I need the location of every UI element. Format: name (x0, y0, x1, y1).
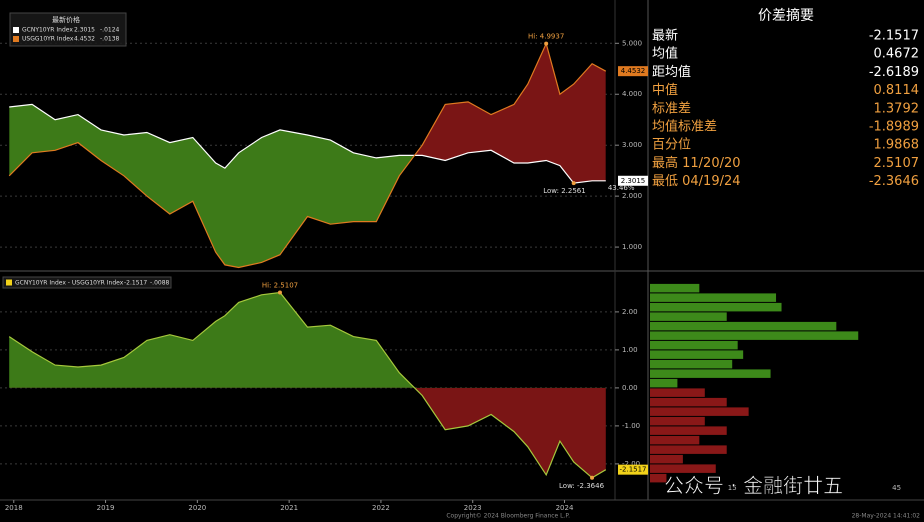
histogram-bar (650, 359, 733, 369)
summary-value: -2.1517 (869, 29, 919, 44)
y-tick-label: 3.000 (622, 141, 642, 149)
series-line (8, 41, 607, 269)
histogram-bar (650, 350, 744, 359)
histogram-bar (650, 283, 700, 293)
timestamp: 28-May-2024 14:41:02 (852, 513, 921, 520)
last-value-tag: -2.1517 (619, 466, 646, 474)
last-value-tag-box (618, 66, 648, 77)
legend-last: -2.1517 (124, 280, 147, 287)
histogram-bar (650, 473, 667, 483)
histogram-bar (650, 464, 716, 473)
annotation: Hi: 2.5107 (262, 281, 298, 289)
summary-title: 价差摘要 (758, 7, 814, 24)
summary-value: 1.9868 (874, 138, 920, 153)
last-value-tag-box (618, 464, 648, 475)
histogram-bar (650, 397, 727, 407)
area-negative (9, 387, 606, 478)
y-tick-label: 4.000 (622, 90, 642, 98)
watermark: 公众号 · 金融街廿五 (664, 474, 843, 498)
x-tick-label: 2018 (5, 504, 23, 512)
y-tick-label: 2.000 (622, 192, 642, 200)
copyright: Copyright© 2024 Bloomberg Finance L.P. (446, 513, 570, 520)
last-value-tag-box (618, 175, 648, 186)
annotation-point (544, 41, 549, 46)
legend-title: 最新价格 (52, 15, 80, 24)
summary-label: 标准差 (652, 101, 691, 116)
summary-label: 均值 (652, 46, 678, 62)
y-tick-label: 1.00 (622, 346, 638, 354)
histogram-bar (650, 416, 705, 426)
x-tick-label: 2022 (372, 504, 390, 512)
histogram-bar (650, 293, 777, 302)
y-tick-label: -2.00 (622, 460, 640, 468)
y-tick-label: -1.00 (622, 422, 640, 430)
legend-last: 4.4532 (74, 36, 95, 43)
x-tick-label: 2019 (97, 504, 115, 512)
histogram-bar (650, 454, 683, 464)
legend-name: GCNY10YR Index (22, 27, 73, 34)
y-tick-label: 5.000 (622, 39, 642, 47)
legend-change: -.0138 (100, 36, 120, 43)
summary-label: 最新 (652, 28, 678, 44)
side-note: 43.46% (608, 184, 635, 192)
histogram-bar (650, 378, 678, 388)
x-tick-label: 45 (892, 484, 901, 492)
x-tick-label: 2020 (188, 504, 206, 512)
summary-value: 2.5107 (874, 156, 920, 171)
histogram-bar (650, 407, 749, 416)
legend-name: USGG10YR Index (22, 36, 74, 43)
legend-name: GCNY10YR Index - USGG10YR Index (15, 280, 124, 287)
spread-line (8, 291, 607, 479)
x-tick-label: 2021 (280, 504, 298, 512)
histogram-bar (650, 445, 727, 454)
annotation-point (571, 181, 576, 186)
histogram-bar (650, 340, 738, 350)
annotation: Low: 2.2561 (543, 187, 585, 195)
x-tick-label: 15 (728, 484, 737, 492)
legend-change: -.0088 (150, 280, 170, 287)
histogram-bar (650, 388, 705, 397)
area-positive (9, 292, 606, 388)
histogram-bar (650, 426, 727, 435)
y-tick-label: 2.00 (622, 308, 638, 316)
histogram-bar (650, 321, 837, 331)
summary-label: 百分位 (652, 138, 691, 153)
legend-swatch (13, 36, 19, 42)
annotation-point (277, 290, 282, 295)
last-value-tag: 4.4532 (621, 67, 646, 75)
legend-swatch (6, 279, 12, 286)
histogram-bar (650, 435, 700, 445)
legend-box (9, 12, 127, 47)
summary-label: 最高 11/20/20 (652, 155, 741, 171)
series-line (9, 103, 606, 184)
summary-value: -1.8989 (869, 120, 919, 135)
summary-label: 最低 04/19/24 (652, 174, 741, 189)
annotation: Hi: 4.9937 (528, 33, 564, 41)
summary-value: -2.6189 (869, 65, 919, 80)
legend-last: 2.3015 (74, 27, 95, 34)
summary-value: 0.8114 (874, 83, 920, 98)
histogram-bar (650, 331, 859, 340)
legend-change: -.0124 (100, 27, 120, 34)
summary-label: 距均值 (652, 64, 691, 80)
legend-box (2, 276, 172, 289)
y-tick-label: 1.000 (622, 243, 642, 251)
annotation: Low: -2.3646 (559, 482, 605, 490)
summary-label: 中值 (652, 82, 678, 98)
histogram-bar (650, 302, 782, 312)
legend-swatch (13, 27, 19, 33)
annotation-point (590, 475, 595, 480)
x-tick-label: 2023 (464, 504, 482, 512)
summary-label: 均值标准差 (652, 119, 717, 135)
summary-value: 1.3792 (874, 101, 920, 116)
x-tick-label: 2024 (556, 504, 574, 512)
summary-value: -2.3646 (869, 174, 919, 189)
histogram-bar (650, 312, 727, 321)
histogram-bar (650, 369, 771, 378)
y-tick-label: 0.00 (622, 384, 638, 392)
summary-value: 0.4672 (874, 47, 920, 62)
last-value-tag: 2.3015 (621, 177, 646, 185)
